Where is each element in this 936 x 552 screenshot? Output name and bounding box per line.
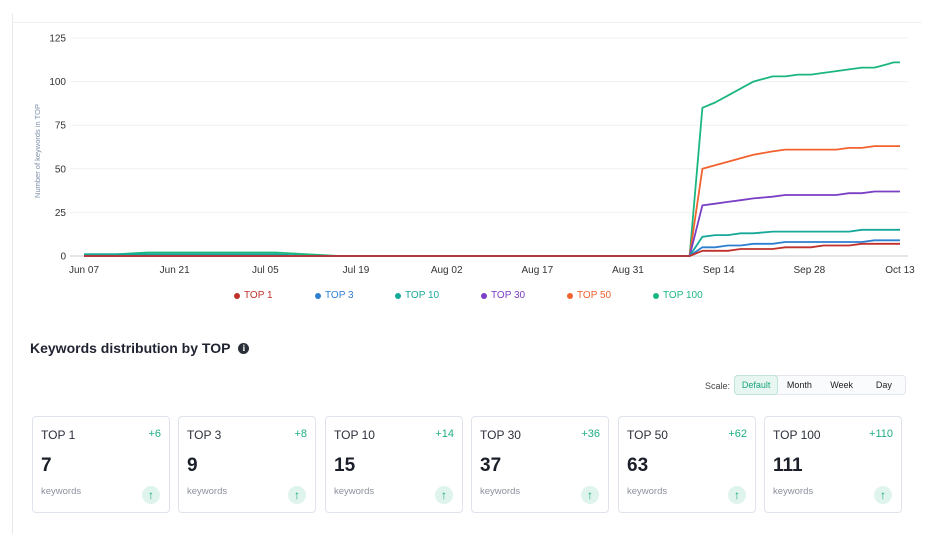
card-value: 9 [187,455,198,476]
y-tick-label: 25 [55,208,67,219]
legend-item[interactable]: TOP 100 [653,290,703,301]
legend-dot-icon [567,292,573,299]
x-tick-label: Oct 13 [885,265,915,276]
card-value: 37 [480,455,502,476]
card-delta: +36 [581,428,600,440]
x-tick-label: Aug 02 [431,265,463,276]
arrow-up-icon: ↑ [142,486,160,504]
legend-dot-icon [234,292,240,299]
series-line-top-50 [84,145,900,257]
x-tick-label: Aug 31 [612,265,644,276]
card-title: TOP 10 [334,428,375,442]
top-card[interactable]: TOP 50 +62 63 keywords ↑ [618,416,756,513]
arrow-up-icon: ↑ [288,486,306,504]
section-title: Keywords distribution by TOP [30,340,231,356]
y-tick-label: 125 [49,34,66,45]
x-tick-label: Sep 14 [703,265,735,276]
x-tick-label: Jul 05 [252,265,279,276]
card-unit: keywords [41,486,82,497]
y-tick-label: 50 [55,164,67,175]
y-tick-label: 75 [55,121,67,132]
series-line-top-100 [84,61,900,257]
card-unit: keywords [480,486,521,497]
scale-option-day[interactable]: Day [875,380,892,390]
card-delta: +62 [728,428,747,440]
card-unit: keywords [334,486,375,497]
card-unit: keywords [187,486,228,497]
distribution-title-row: Keywords distribution by TOP i [30,340,250,356]
panel-top-border [12,22,922,23]
info-icon[interactable]: i [238,342,250,354]
card-title: TOP 30 [480,428,521,442]
legend-dot-icon [395,292,401,299]
panel-border [12,14,13,534]
legend-item[interactable]: TOP 50 [567,290,611,301]
legend-item[interactable]: TOP 10 [395,290,439,301]
legend-label: TOP 100 [663,290,703,301]
arrow-up-icon: ↑ [581,486,599,504]
top-card[interactable]: TOP 3 +8 9 keywords ↑ [178,416,316,513]
card-value: 111 [773,455,803,476]
card-value: 63 [627,455,649,476]
card-unit: keywords [627,486,668,497]
card-title: TOP 100 [773,428,821,442]
legend-label: TOP 10 [405,290,440,301]
card-delta: +8 [294,428,307,440]
legend-item[interactable]: TOP 30 [481,290,525,301]
chart-legend: TOP 1 TOP 3 TOP 10 TOP 30 TOP 50 TOP 100 [0,290,936,306]
arrow-up-icon: ↑ [728,486,746,504]
scale-selector: Default Month Week Day [734,375,906,395]
legend-dot-icon [315,292,321,299]
x-tick-label: Jun 21 [160,265,190,276]
card-value: 7 [41,455,52,476]
series-line-top-1 [84,242,900,257]
keywords-line-chart: 0 25 50 75 100 125 Number of keywords in TOP Ju… [33,34,915,277]
card-unit: keywords [773,486,814,497]
card-delta: +110 [869,428,893,440]
card-title: TOP 50 [627,428,668,442]
arrow-up-icon: ↑ [874,486,892,504]
legend-dot-icon [653,292,659,299]
y-tick-label: 0 [60,252,66,263]
arrow-up-icon: ↑ [435,486,453,504]
legend-label: TOP 30 [491,290,526,301]
y-tick-label: 100 [49,77,66,88]
card-value: 15 [334,455,356,476]
scale-option-month[interactable]: Month [786,380,812,390]
top-card[interactable]: TOP 10 +14 15 keywords ↑ [325,416,463,513]
scale-option-week[interactable]: Week [830,380,854,390]
card-title: TOP 3 [187,428,222,442]
legend-dot-icon [481,292,487,299]
legend-label: TOP 3 [325,290,354,301]
card-delta: +14 [435,428,454,440]
top-card[interactable]: TOP 100 +110 111 keywords ↑ [764,416,902,513]
x-tick-label: Sep 28 [793,265,825,276]
legend-item[interactable]: TOP 3 [315,290,354,301]
x-tick-label: Aug 17 [521,265,553,276]
x-tick-label: Jul 19 [343,265,370,276]
top-card[interactable]: TOP 1 +6 7 keywords ↑ [32,416,170,513]
card-delta: +6 [148,428,161,440]
legend-item[interactable]: TOP 1 [234,290,273,301]
x-tick-label: Jun 07 [69,265,99,276]
card-title: TOP 1 [41,428,76,442]
top-card[interactable]: TOP 30 +36 37 keywords ↑ [471,416,609,513]
y-axis-label: Number of keywords in TOP [33,104,42,198]
scale-label: Scale: [705,381,731,391]
legend-label: TOP 1 [244,290,273,301]
scale-option-default[interactable]: Default [734,375,779,395]
legend-label: TOP 50 [577,290,612,301]
series-line-top-30 [84,190,900,257]
